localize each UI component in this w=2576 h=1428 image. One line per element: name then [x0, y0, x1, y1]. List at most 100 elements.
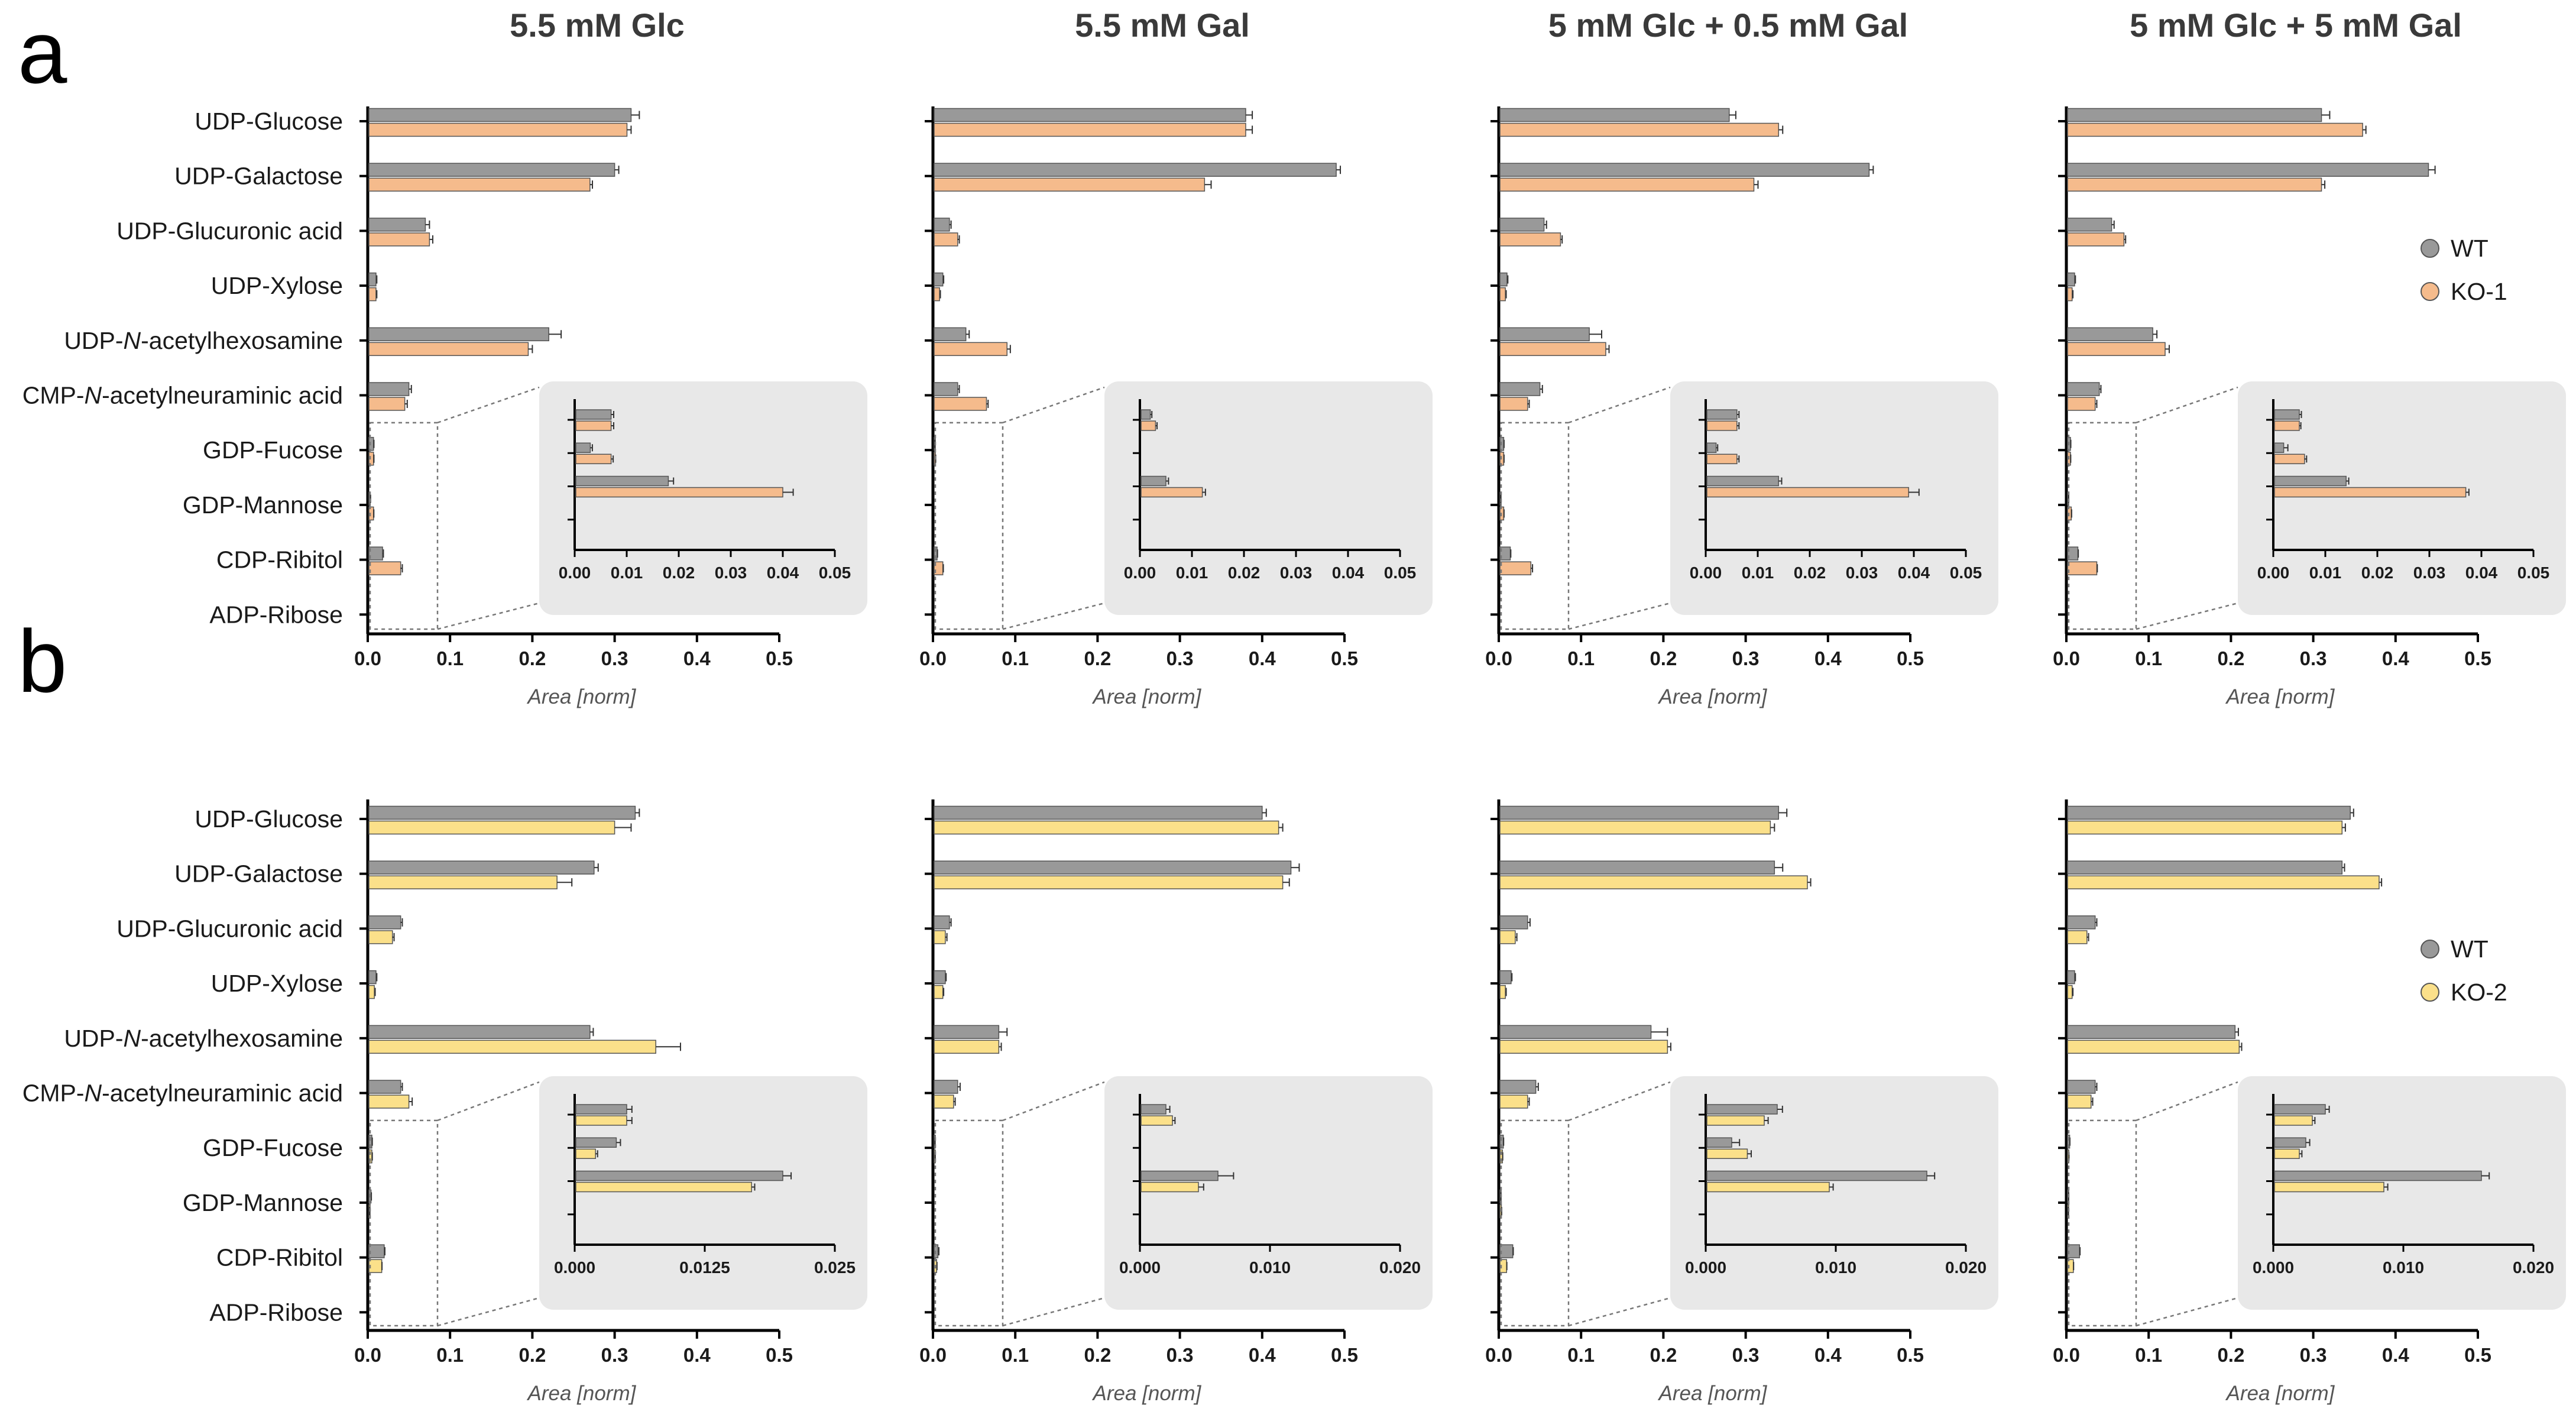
x-tick-label: 0.3: [2300, 1344, 2327, 1366]
bar: [368, 970, 377, 985]
bar: [2067, 561, 2098, 575]
x-tick-label: 0.3: [1167, 647, 1194, 669]
bar: [2067, 382, 2100, 396]
x-tick-label: 0.4: [1814, 647, 1842, 669]
inset-x-tick-label: 0.02: [1794, 564, 1826, 582]
inset-x-tick-label: 0.02: [663, 564, 695, 582]
x-axis-title: Area [norm]: [2225, 685, 2335, 708]
inset-bar: [1140, 1104, 1167, 1115]
legend-marker: [2421, 940, 2439, 959]
x-tick-label: 0.5: [1331, 647, 1358, 669]
inset-x-tick-label: 0.00: [1124, 564, 1156, 582]
inset-bar: [575, 1181, 752, 1193]
x-tick-label: 0.2: [1650, 647, 1677, 669]
zoom-region: [934, 422, 1004, 630]
inset-bar: [1140, 420, 1156, 431]
bar: [2067, 218, 2112, 232]
inset-bar: [1140, 1170, 1219, 1181]
bar: [1499, 108, 1730, 122]
x-tick-label: 0.4: [2382, 647, 2410, 669]
x-tick-label: 0.0: [2053, 647, 2080, 669]
x-axis-title: Area [norm]: [1657, 1382, 1767, 1405]
zoom-connector: [2136, 1081, 2238, 1122]
bar: [2067, 820, 2343, 835]
inset-x-tick-label: 0.05: [1384, 564, 1417, 582]
category-label: CMP-N-acetylneuraminic acid: [22, 1080, 343, 1107]
inset-bar: [575, 1170, 783, 1181]
bar: [934, 218, 950, 232]
bar: [1499, 397, 1528, 411]
legend-label: WT: [2451, 235, 2488, 262]
x-tick-label: 0.1: [436, 1344, 464, 1366]
bar: [934, 915, 950, 930]
inset-bar: [2274, 475, 2347, 487]
bar: [1499, 1095, 1528, 1109]
inset-bar: [1706, 1148, 1748, 1159]
inset-x-tick-label: 0.010: [1249, 1258, 1291, 1277]
x-axis-title: Area [norm]: [2225, 1382, 2335, 1405]
inset-x-tick-label: 0.00: [559, 564, 591, 582]
bar: [1499, 342, 1606, 357]
bar: [934, 805, 1263, 820]
bar: [2067, 970, 2075, 985]
category-label: UDP-Xylose: [211, 970, 343, 997]
inset-bar: [575, 454, 612, 464]
bar: [368, 287, 377, 302]
inset-bar: [1706, 420, 1738, 431]
zoom-region: [934, 1119, 1004, 1327]
bar: [2067, 163, 2429, 177]
inset-x-tick-label: 0.020: [1379, 1258, 1421, 1277]
bar: [368, 397, 406, 411]
bar: [1499, 820, 1771, 835]
x-axis-title: Area [norm]: [1091, 685, 1201, 708]
inset-background: [1104, 1076, 1433, 1310]
bar: [368, 1025, 591, 1040]
x-axis-title: Area [norm]: [526, 685, 636, 708]
inset-bar: [1706, 1170, 1927, 1181]
bar: [368, 1080, 401, 1094]
inset-bar: [2274, 409, 2300, 420]
inset-bar: [575, 1148, 596, 1159]
inset-x-tick-label: 0.00: [2257, 564, 2290, 582]
zoom-region: [2068, 1119, 2137, 1327]
bar: [368, 1095, 410, 1109]
x-tick-label: 0.3: [1732, 1344, 1760, 1366]
bar: [1499, 327, 1590, 342]
zoom-connector: [2136, 602, 2238, 630]
x-tick-label: 0.1: [436, 647, 464, 669]
zoom-connector: [1002, 602, 1105, 630]
bar: [368, 232, 430, 247]
x-tick-label: 0.1: [1567, 647, 1595, 669]
x-tick-label: 0.4: [1814, 1344, 1842, 1366]
bar: [368, 546, 383, 561]
inset-x-tick-label: 0.02: [1228, 564, 1261, 582]
inset-background: [539, 1076, 867, 1310]
bar: [2067, 875, 2380, 889]
inset-bar: [2274, 1104, 2326, 1115]
bar: [934, 272, 944, 287]
bar: [934, 970, 946, 985]
inset-bar: [575, 442, 591, 453]
category-label: UDP-Galactose: [174, 860, 343, 888]
x-tick-label: 0.2: [1084, 1344, 1111, 1366]
inset-bar: [2274, 1148, 2300, 1159]
zoom-region: [1500, 1119, 1570, 1327]
inset-x-tick-label: 0.03: [715, 564, 747, 582]
panel-letter: a: [18, 2, 67, 102]
bar: [2067, 915, 2096, 930]
x-tick-label: 0.2: [2217, 1344, 2244, 1366]
x-tick-label: 0.5: [766, 1344, 793, 1366]
bar: [2067, 342, 2166, 357]
inset-x-tick-label: 0.01: [611, 564, 643, 582]
inset-bar: [575, 409, 612, 420]
category-label: CDP-Ribitol: [216, 1244, 343, 1271]
inset-bar: [1706, 409, 1738, 420]
bar: [368, 327, 549, 342]
x-tick-label: 0.3: [1167, 1344, 1194, 1366]
bar: [368, 342, 529, 357]
zoom-connector: [1002, 1297, 1105, 1327]
bar: [2067, 860, 2343, 875]
bar: [1499, 287, 1506, 302]
bar: [368, 382, 410, 396]
